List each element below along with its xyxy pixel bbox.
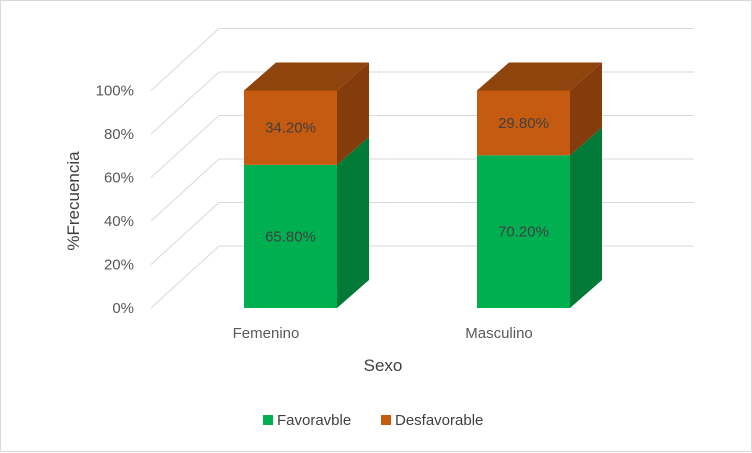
y-tick-label: 0%	[112, 300, 134, 317]
y-tick-label: 80%	[104, 126, 134, 143]
bar-side-1	[337, 62, 369, 165]
bar-side-1	[570, 62, 602, 156]
data-label: 34.20%	[265, 120, 316, 137]
gridline-depth	[150, 115, 220, 178]
gridline-depth	[150, 202, 220, 265]
bar-segment-1	[244, 90, 337, 165]
data-labels-layer: 65.80% 34.20% 70.20% 29.80%	[265, 115, 549, 246]
bar-segment-1	[477, 90, 570, 156]
y-axis-title: %Frecuencia	[64, 151, 83, 251]
gridline-depth	[150, 158, 220, 222]
y-tick-label: 20%	[104, 257, 134, 274]
legend-label: Favoravble	[277, 412, 351, 429]
y-tick-label: 60%	[104, 170, 134, 187]
x-axis-ticks: Femenino Masculino	[233, 325, 533, 342]
y-tick-label: 40%	[104, 213, 134, 230]
data-label: 70.20%	[498, 224, 549, 241]
data-label: 65.80%	[265, 228, 316, 245]
data-label: 29.80%	[498, 115, 549, 132]
bar-segment-0	[244, 164, 337, 308]
x-axis-title: Sexo	[364, 356, 403, 375]
y-axis-ticks: 0% 20% 40% 60% 80% 100%	[96, 83, 134, 318]
bar-side-0	[570, 127, 602, 308]
legend-label: Desfavorable	[395, 412, 483, 429]
bar-top-1	[244, 62, 369, 91]
legend-swatch	[381, 415, 391, 425]
bar-side-0	[337, 136, 369, 308]
legend: Favoravble Desfavorable	[263, 412, 483, 429]
x-tick-label: Femenino	[233, 325, 300, 342]
x-tick-label: Masculino	[465, 325, 533, 342]
legend-swatch	[263, 415, 273, 425]
bars-layer	[244, 62, 602, 308]
gridline-depth	[150, 71, 220, 135]
gridline-depth	[150, 28, 220, 91]
grid-layer	[150, 28, 694, 309]
bar-top-1	[477, 62, 602, 91]
y-tick-label: 100%	[96, 83, 134, 100]
bar-segment-0	[477, 155, 570, 308]
gridline-depth	[150, 245, 220, 309]
